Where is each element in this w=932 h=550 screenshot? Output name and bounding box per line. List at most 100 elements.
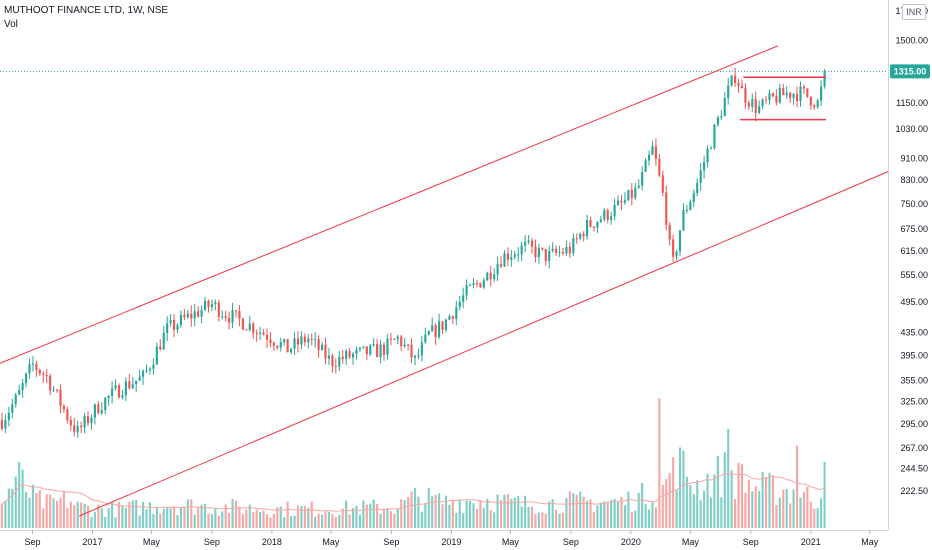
candle-body xyxy=(407,344,410,346)
candle-body xyxy=(234,310,238,312)
candle xyxy=(758,100,761,115)
volume-bar xyxy=(734,499,737,528)
candle xyxy=(272,341,275,351)
candle-body xyxy=(7,412,10,421)
volume-bar xyxy=(579,491,582,528)
volume-bar xyxy=(145,509,148,528)
candle-body xyxy=(496,264,499,275)
candle xyxy=(431,317,434,332)
candle-body xyxy=(11,404,14,413)
volume-bar xyxy=(334,516,337,528)
time-tick-label: Sep xyxy=(204,537,220,547)
candle-body xyxy=(754,99,757,113)
candle xyxy=(345,348,348,365)
candle-body xyxy=(709,148,713,150)
symbol-title[interactable]: MUTHOOT FINANCE LTD, 1W, NSE xyxy=(4,5,169,16)
volume-bar xyxy=(49,494,52,528)
candle-body xyxy=(203,300,207,310)
candle xyxy=(654,138,657,166)
candle xyxy=(792,92,795,105)
candle xyxy=(338,351,341,372)
candle-body xyxy=(623,200,627,203)
candle xyxy=(438,313,441,340)
currency-button[interactable]: INR xyxy=(902,4,926,20)
candle-body xyxy=(462,295,465,302)
candle xyxy=(24,372,28,388)
candle-body xyxy=(565,247,568,254)
candle-body xyxy=(0,420,4,429)
candle xyxy=(510,250,513,267)
candle-body xyxy=(427,331,430,335)
candle-body xyxy=(300,336,303,345)
volume-bar xyxy=(369,503,372,528)
candle xyxy=(393,338,396,341)
candle-body xyxy=(486,272,489,281)
candle xyxy=(448,314,451,321)
candle xyxy=(248,315,251,332)
volume-bar xyxy=(320,514,324,528)
candle-body xyxy=(111,388,114,397)
volume-bar xyxy=(575,494,578,528)
candle xyxy=(689,199,692,211)
candle xyxy=(386,334,389,360)
candle-body xyxy=(689,201,692,210)
volume-bar xyxy=(451,500,454,528)
candle xyxy=(121,390,124,400)
volume-bar xyxy=(654,507,657,528)
candle-body xyxy=(448,316,451,320)
time-axis[interactable]: Sep 2017 May Sep 2018 May Sep 2019 May Sep 2020 May… xyxy=(24,530,879,547)
candle-body xyxy=(310,338,313,340)
candle-body xyxy=(376,343,379,358)
candle xyxy=(193,304,196,327)
volume-bar xyxy=(231,498,234,528)
volume-bar xyxy=(479,500,482,528)
candle xyxy=(730,75,733,87)
volume-bar xyxy=(389,511,392,528)
volume-bar xyxy=(785,488,788,528)
candle-body xyxy=(720,116,723,118)
candle xyxy=(424,327,427,344)
volume-legend-label[interactable]: Vol xyxy=(4,19,18,30)
candle-body xyxy=(379,344,382,358)
volume-bar xyxy=(524,495,527,528)
candle xyxy=(713,123,716,151)
volume-bar xyxy=(124,507,127,528)
volume-bar xyxy=(699,500,702,528)
volume-bar xyxy=(307,507,310,528)
candle-body xyxy=(393,339,396,341)
volume-bar xyxy=(462,513,465,528)
price-axis[interactable]: 1700.001500.001150.001030.00910.00830.00… xyxy=(895,6,928,496)
candle xyxy=(169,313,172,327)
volume-bar xyxy=(493,512,496,528)
candle-body xyxy=(400,336,403,347)
volume-bar xyxy=(279,506,282,528)
svg-text:1315.00: 1315.00 xyxy=(894,66,927,76)
candle xyxy=(672,234,675,262)
candle xyxy=(49,373,52,396)
volume-bar xyxy=(634,510,637,528)
candle-body xyxy=(35,363,38,370)
candle xyxy=(403,337,406,349)
candle-body xyxy=(713,124,716,149)
candle xyxy=(379,339,382,364)
volume-bar xyxy=(286,501,289,528)
candle xyxy=(376,338,379,358)
volume-bar xyxy=(716,455,719,528)
trend-drawings[interactable] xyxy=(0,45,889,517)
candle xyxy=(785,86,788,99)
volume-bar xyxy=(534,514,537,528)
candle xyxy=(104,396,107,414)
candle-body xyxy=(465,285,468,296)
candle xyxy=(517,247,520,262)
volume-bar xyxy=(11,488,14,528)
candle-body xyxy=(365,346,368,355)
candle-body xyxy=(778,88,781,103)
volume-bar xyxy=(293,515,296,528)
candle xyxy=(809,96,812,110)
volume-bar xyxy=(135,499,138,528)
candle-body xyxy=(696,182,699,193)
price-tick-label: 1500.00 xyxy=(895,35,928,45)
candle-body xyxy=(42,373,45,376)
candle-body xyxy=(100,410,103,414)
